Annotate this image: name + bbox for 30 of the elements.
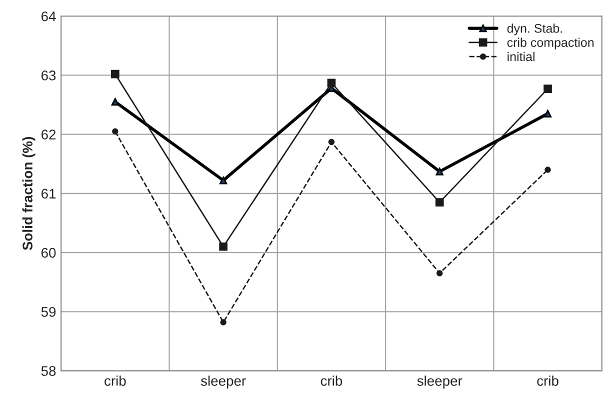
y-tick-label: 64 xyxy=(41,11,56,22)
y-tick-label: 60 xyxy=(41,248,56,258)
point xyxy=(544,84,552,93)
y-axis-title: Solid fraction (%) xyxy=(22,137,36,250)
point xyxy=(327,78,336,88)
y-tick-label: 62 xyxy=(41,130,56,140)
point xyxy=(544,110,552,118)
x-tick-label: crib xyxy=(104,376,126,386)
y-tick-label: 63 xyxy=(41,70,56,80)
x-tick-label: crib xyxy=(537,376,558,386)
point xyxy=(111,98,119,106)
y-tick-label: 59 xyxy=(41,306,56,317)
point xyxy=(435,198,444,206)
point xyxy=(220,176,228,184)
x-tick-label: sleeper xyxy=(417,376,462,389)
point xyxy=(544,166,551,173)
legend-label: initial xyxy=(508,52,534,62)
y-tick-label: 61 xyxy=(41,188,56,199)
x-tick-label: crib xyxy=(320,376,342,386)
point xyxy=(111,70,120,78)
point xyxy=(436,270,443,276)
legend-label: crib compaction xyxy=(507,38,594,50)
legend-label: dyn. Stab. xyxy=(507,24,562,36)
point xyxy=(112,128,118,135)
y-tick-label: 58 xyxy=(41,366,56,376)
point xyxy=(328,138,335,146)
point xyxy=(220,319,226,326)
x-tick-label: sleeper xyxy=(200,376,246,389)
point xyxy=(436,168,444,176)
point xyxy=(219,242,228,251)
